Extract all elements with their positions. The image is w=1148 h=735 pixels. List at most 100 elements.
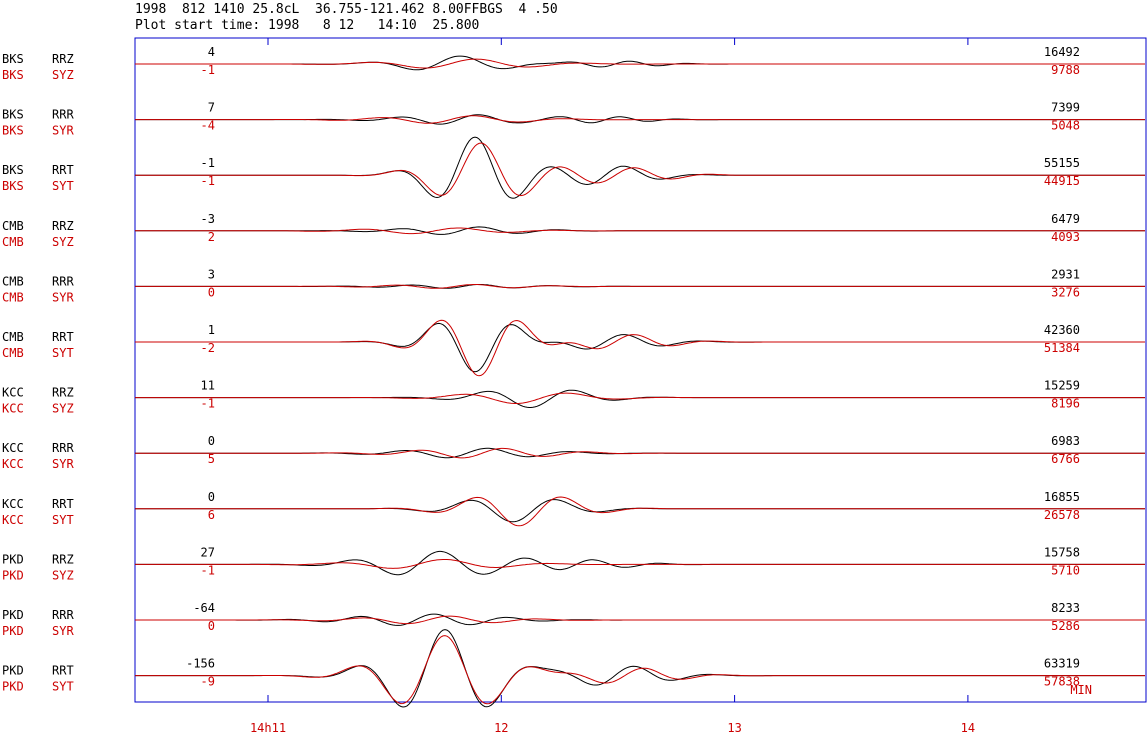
syn-component-label: SYR (52, 457, 74, 471)
synthetic-trace-2 (135, 142, 1145, 197)
synthetic-trace-11 (135, 635, 1145, 705)
syn-component-label: SYR (52, 624, 74, 638)
obs-amplitude-label: 42360 (1044, 323, 1080, 337)
synthetic-trace-10 (135, 615, 1145, 625)
obs-amplitude-label: 6479 (1051, 212, 1080, 226)
synthetic-trace-7 (135, 447, 1145, 459)
synthetic-trace-8 (135, 496, 1145, 527)
observed-trace-2 (135, 136, 1145, 199)
syn-shift-label: 6 (208, 508, 215, 522)
syn-component-label: SYR (52, 124, 74, 138)
synthetic-trace-4 (135, 284, 1145, 289)
obs-amplitude-label: 63319 (1044, 657, 1080, 671)
obs-station-label: BKS (2, 108, 24, 122)
syn-amplitude-label: 4093 (1051, 230, 1080, 244)
obs-station-label: CMB (2, 274, 24, 288)
obs-station-label: BKS (2, 52, 24, 66)
obs-component-label: RRZ (52, 552, 74, 566)
obs-component-label: RRR (52, 274, 74, 288)
syn-station-label: PKD (2, 680, 24, 694)
syn-shift-label: -9 (201, 675, 215, 689)
syn-amplitude-label: 6766 (1051, 452, 1080, 466)
syn-amplitude-label: 8196 (1051, 397, 1080, 411)
obs-amplitude-label: 55155 (1044, 156, 1080, 170)
syn-shift-label: -1 (201, 563, 215, 577)
syn-amplitude-label: 3276 (1051, 285, 1080, 299)
obs-component-label: RRZ (52, 386, 74, 400)
syn-shift-label: -4 (201, 119, 215, 133)
obs-station-label: CMB (2, 219, 24, 233)
syn-amplitude-label: 5048 (1051, 119, 1080, 133)
obs-amplitude-label: 15758 (1044, 545, 1080, 559)
syn-station-label: BKS (2, 124, 24, 138)
obs-component-label: RRZ (52, 52, 74, 66)
observed-trace-6 (135, 389, 1145, 408)
syn-station-label: KCC (2, 457, 24, 471)
syn-amplitude-label: 26578 (1044, 508, 1080, 522)
obs-station-label: PKD (2, 552, 24, 566)
syn-component-label: SYZ (52, 235, 74, 249)
syn-shift-label: -1 (201, 63, 215, 77)
synthetic-trace-3 (135, 227, 1145, 235)
obs-amplitude-label: 7399 (1051, 101, 1080, 115)
syn-amplitude-label: 5710 (1051, 563, 1080, 577)
syn-component-label: SYT (52, 680, 74, 694)
plot-header: 1998 812 1410 25.8cL 36.755-121.462 8.00… (135, 2, 558, 34)
obs-amplitude-label: 8233 (1051, 601, 1080, 615)
syn-station-label: BKS (2, 68, 24, 82)
obs-station-label: KCC (2, 386, 24, 400)
obs-component-label: RRZ (52, 219, 74, 233)
synthetic-trace-1 (135, 115, 1145, 124)
x-tick-label: 13 (727, 721, 741, 735)
syn-component-label: SYZ (52, 402, 74, 416)
obs-shift-label: 1 (208, 323, 215, 337)
syn-shift-label: 0 (208, 285, 215, 299)
synthetic-trace-9 (135, 559, 1145, 569)
obs-component-label: RRT (52, 497, 74, 511)
observed-trace-0 (135, 55, 1145, 71)
syn-component-label: SYR (52, 290, 74, 304)
syn-shift-label: -1 (201, 174, 215, 188)
syn-station-label: PKD (2, 624, 24, 638)
obs-station-label: PKD (2, 664, 24, 678)
observed-trace-5 (135, 322, 1145, 373)
synthetic-trace-6 (135, 392, 1145, 404)
syn-component-label: SYZ (52, 568, 74, 582)
syn-station-label: KCC (2, 402, 24, 416)
obs-shift-label: 4 (208, 45, 215, 59)
obs-shift-label: 11 (201, 379, 215, 393)
obs-amplitude-label: 15259 (1044, 379, 1080, 393)
obs-amplitude-label: 2931 (1051, 267, 1080, 281)
syn-component-label: SYT (52, 346, 74, 360)
syn-amplitude-label: 5286 (1051, 619, 1080, 633)
syn-station-label: KCC (2, 513, 24, 527)
obs-shift-label: 0 (208, 434, 215, 448)
obs-shift-label: -1 (201, 156, 215, 170)
syn-component-label: SYT (52, 179, 74, 193)
observed-trace-8 (135, 499, 1145, 523)
header-event-line: 1998 812 1410 25.8cL 36.755-121.462 8.00… (135, 2, 558, 17)
syn-station-label: CMB (2, 290, 24, 304)
syn-shift-label: 5 (208, 452, 215, 466)
syn-shift-label: 0 (208, 619, 215, 633)
x-tick-label: 14 (961, 721, 975, 735)
plot-frame (134, 37, 1147, 703)
obs-component-label: RRR (52, 608, 74, 622)
obs-shift-label: 27 (201, 545, 215, 559)
x-tick-label: 14h11 (250, 721, 286, 735)
obs-component-label: RRR (52, 108, 74, 122)
synthetic-trace-5 (135, 319, 1145, 377)
syn-shift-label: -2 (201, 341, 215, 355)
obs-shift-label: -3 (201, 212, 215, 226)
syn-amplitude-label: 51384 (1044, 341, 1080, 355)
observed-trace-9 (135, 550, 1145, 576)
obs-amplitude-label: 6983 (1051, 434, 1080, 448)
syn-amplitude-label: 57838 (1044, 675, 1080, 689)
obs-shift-label: 0 (208, 490, 215, 504)
x-tick-label: 12 (494, 721, 508, 735)
header-start-time: Plot start time: 1998 8 12 14:10 25.800 (135, 18, 480, 33)
syn-shift-label: -1 (201, 397, 215, 411)
syn-station-label: PKD (2, 568, 24, 582)
obs-amplitude-label: 16492 (1044, 45, 1080, 59)
